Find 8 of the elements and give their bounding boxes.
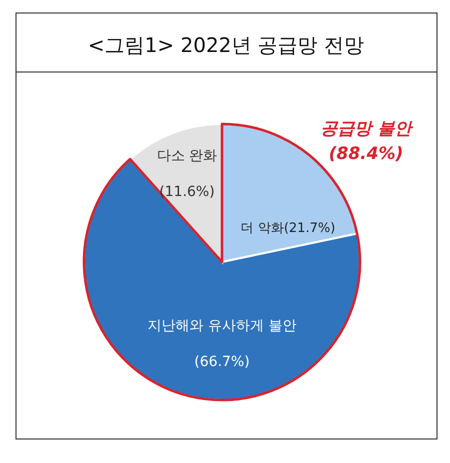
chart-title: <그림1> 2022년 공급망 전망 [88,33,364,57]
text: 공급망 불안 [320,119,414,139]
data-label: (11.6%) [159,184,215,200]
text: (88.4%) [328,144,404,164]
slice-label: 더 악화(21.7%) [240,221,336,236]
data-label: (66.7%) [194,354,250,370]
slice-label: 지난해와 유사하게 불안 [148,318,296,334]
slice-label: 다소 완화 [156,148,218,164]
